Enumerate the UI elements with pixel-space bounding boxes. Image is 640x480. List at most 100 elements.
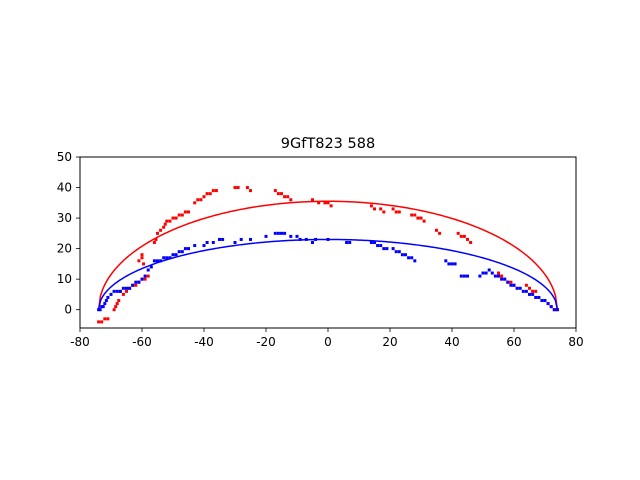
data-point <box>97 320 101 324</box>
data-point <box>369 241 373 244</box>
data-point <box>273 231 277 235</box>
data-point <box>391 247 395 251</box>
data-point <box>134 283 138 287</box>
data-point <box>180 213 184 217</box>
data-point <box>531 292 535 296</box>
data-point <box>323 201 327 205</box>
data-point <box>183 247 187 251</box>
data-point <box>509 283 513 287</box>
data-point <box>187 210 190 214</box>
data-point <box>239 237 243 241</box>
data-point <box>264 234 268 238</box>
data-point <box>165 219 169 223</box>
data-point <box>154 237 158 241</box>
data-point <box>128 286 132 290</box>
y-tick-label: 40 <box>57 181 72 195</box>
data-point <box>97 308 101 312</box>
data-point <box>298 237 302 241</box>
y-tick-label: 50 <box>57 150 72 164</box>
data-point <box>478 274 482 278</box>
data-point <box>233 186 237 190</box>
data-point <box>202 195 206 199</box>
data-point <box>329 204 333 208</box>
data-point <box>509 280 513 284</box>
data-point <box>180 250 184 254</box>
data-point <box>280 231 283 235</box>
data-point <box>373 241 376 244</box>
data-point <box>404 253 407 257</box>
data-point <box>171 216 175 220</box>
data-point <box>413 259 417 263</box>
x-tick-label: 80 <box>568 335 583 349</box>
data-point <box>121 292 125 296</box>
data-point <box>382 247 386 251</box>
data-point <box>115 289 119 293</box>
y-axis: 0 10 20 30 40 50 <box>57 150 80 317</box>
data-point <box>503 277 507 281</box>
x-tick-label: 40 <box>444 335 459 349</box>
data-point <box>462 234 466 238</box>
data-point <box>156 259 159 263</box>
data-point <box>140 256 144 260</box>
data-point <box>524 289 528 293</box>
y-tick-label: 0 <box>64 303 72 317</box>
data-point <box>117 299 121 303</box>
data-point <box>410 213 414 217</box>
data-point <box>345 241 349 244</box>
data-point <box>311 198 314 202</box>
data-point <box>348 241 352 244</box>
data-point <box>289 234 293 238</box>
data-point <box>183 210 187 214</box>
data-point <box>103 302 107 306</box>
x-tick-label: 20 <box>382 335 397 349</box>
data-point <box>187 247 190 251</box>
data-point <box>379 244 383 248</box>
data-point <box>373 207 376 211</box>
data-point <box>177 250 181 254</box>
data-point <box>174 216 178 220</box>
data-point <box>493 274 497 278</box>
data-point <box>211 189 215 193</box>
data-point <box>311 241 314 244</box>
data-point <box>447 262 451 266</box>
data-point <box>500 277 504 281</box>
data-point <box>134 280 138 284</box>
data-point <box>104 299 108 303</box>
data-point <box>193 244 197 248</box>
data-point <box>249 237 252 241</box>
data-point <box>534 295 538 299</box>
data-point <box>100 320 104 324</box>
data-point <box>326 201 330 205</box>
data-point <box>146 274 150 278</box>
data-point <box>218 237 221 241</box>
data-point <box>152 259 156 263</box>
y-tick-label: 30 <box>57 211 72 225</box>
data-point <box>156 231 159 235</box>
data-point <box>109 292 113 296</box>
data-point <box>106 295 110 299</box>
data-point <box>276 192 280 196</box>
data-point <box>487 268 491 272</box>
data-point <box>397 210 401 214</box>
x-tick-label: 0 <box>324 335 332 349</box>
data-point <box>159 259 163 263</box>
data-point <box>481 271 485 275</box>
data-point <box>273 189 277 193</box>
data-point <box>394 250 398 254</box>
data-point <box>540 299 544 303</box>
data-point <box>163 222 167 226</box>
data-point <box>397 250 401 254</box>
data-point <box>552 308 556 312</box>
x-tick-label: -40 <box>194 335 214 349</box>
data-point <box>391 207 395 211</box>
data-point <box>515 286 519 290</box>
data-point <box>177 213 181 217</box>
x-tick-label: 60 <box>506 335 521 349</box>
data-point <box>233 241 237 244</box>
data-point <box>152 241 156 244</box>
data-point <box>490 271 494 275</box>
data-point <box>289 198 293 202</box>
data-point <box>131 283 135 287</box>
data-point <box>435 228 438 232</box>
